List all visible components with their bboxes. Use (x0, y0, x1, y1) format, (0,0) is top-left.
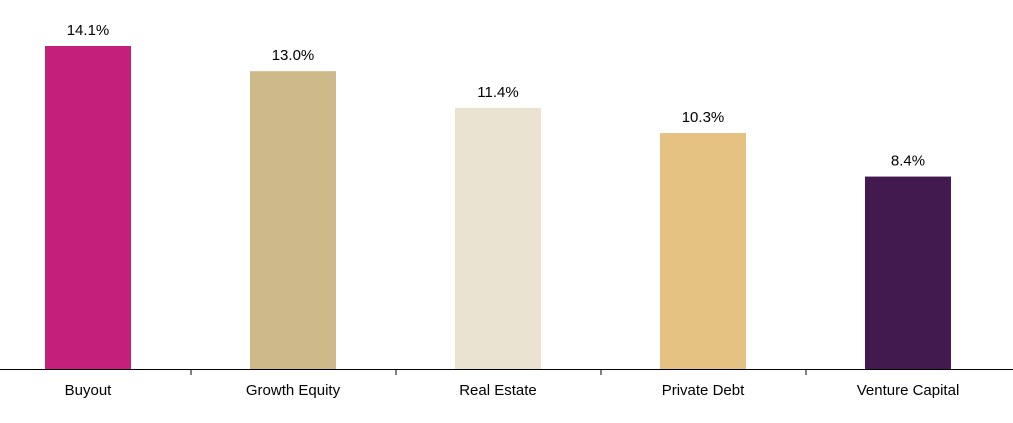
x-tick-label-private-debt: Private Debt (662, 382, 745, 399)
bar-real-estate (455, 107, 541, 369)
bar-buyout (45, 46, 131, 369)
bar-growth-equity (250, 71, 336, 369)
bar-private-debt (660, 133, 746, 369)
data-label-growth-equity: 13.0% (272, 47, 315, 64)
x-axis (0, 369, 1013, 375)
value-labels-layer: 14.1% 13.0% 11.4% 10.3% 8.4% (67, 22, 925, 170)
x-tick-label-real-estate: Real Estate (459, 382, 537, 399)
x-tick-label-buyout: Buyout (65, 382, 113, 399)
bar-venture-capital (865, 176, 951, 369)
x-tick-labels: Buyout Growth Equity Real Estate Private De… (65, 382, 960, 399)
data-label-buyout: 14.1% (67, 22, 110, 39)
data-label-real-estate: 11.4% (477, 84, 518, 101)
x-tick-label-growth-equity: Growth Equity (246, 382, 341, 399)
bars-layer (45, 46, 951, 369)
data-label-venture-capital: 8.4% (891, 153, 925, 170)
data-label-private-debt: 10.3% (682, 109, 725, 126)
x-tick-label-venture-capital: Venture Capital (857, 382, 960, 399)
